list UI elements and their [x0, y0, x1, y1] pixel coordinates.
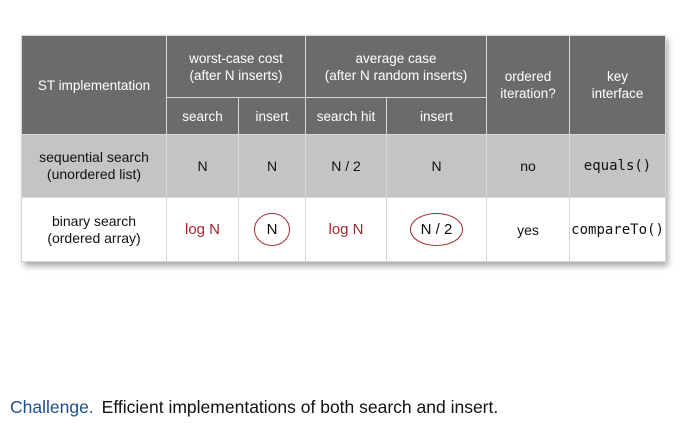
- cell-key-interface: compareTo(): [569, 197, 667, 262]
- header-average-case: average case (after N random inserts): [304, 35, 488, 98]
- row-label-line1: binary search: [51, 212, 137, 229]
- row-label-line2: (ordered array): [47, 229, 141, 246]
- header-worst-case: worst-case cost (after N inserts): [166, 35, 306, 98]
- cell-worst-insert: N: [238, 134, 306, 198]
- comparison-table-container: ST implementation worst-case cost (after…: [21, 35, 667, 262]
- header-key-line2: interface: [591, 86, 644, 101]
- cell-ordered-iteration: no: [486, 134, 571, 198]
- table-row: sequential search (unordered list) N N N…: [21, 134, 667, 198]
- cell-worst-search: log N: [166, 197, 239, 262]
- cell-avg-search-hit-value: log N: [328, 221, 364, 238]
- header-ordered-line2: iteration?: [500, 86, 556, 101]
- row-label-line2: (unordered list): [46, 166, 142, 182]
- circled-avg-insert-value: N / 2: [409, 213, 464, 246]
- header-st-implementation: ST implementation: [21, 35, 167, 135]
- header-key-line1: key: [607, 69, 629, 84]
- header-ordered-line1: ordered: [504, 69, 552, 84]
- cell-avg-search-hit: log N: [305, 197, 387, 262]
- header-average-line1: average case: [355, 50, 437, 66]
- subheader-avg-insert: insert: [385, 97, 488, 135]
- header-row: ST implementation worst-case cost (after…: [21, 35, 667, 135]
- cell-worst-search-value: log N: [184, 221, 221, 238]
- challenge-keyword: Challenge.: [10, 397, 94, 417]
- table-row: binary search (ordered array) log N N lo…: [21, 197, 667, 262]
- symbol-table-comparison: ST implementation worst-case cost (after…: [21, 35, 667, 262]
- header-st-implementation-text: ST implementation: [37, 77, 151, 93]
- circled-worst-insert-value: N: [253, 213, 291, 246]
- header-key-interface: key interface: [569, 35, 667, 135]
- row-label-line1: sequential search: [39, 149, 149, 165]
- header-ordered-iteration: ordered iteration?: [486, 35, 571, 135]
- cell-avg-insert: N / 2: [385, 197, 488, 262]
- challenge-statement: Challenge. Efficient implementations of b…: [10, 397, 498, 418]
- row-label-sequential-search: sequential search (unordered list): [21, 134, 167, 198]
- challenge-text: Efficient implementations of both search…: [101, 397, 499, 417]
- cell-worst-insert: N: [238, 197, 306, 262]
- subheader-worst-insert: insert: [238, 97, 306, 135]
- subheader-avg-search-hit: search hit: [305, 97, 387, 135]
- cell-avg-insert: N: [385, 134, 488, 198]
- row-label-binary-search: binary search (ordered array): [21, 197, 167, 262]
- cell-ordered-iteration: yes: [486, 197, 571, 262]
- cell-key-interface: equals(): [569, 134, 667, 198]
- cell-avg-search-hit: N / 2: [305, 134, 387, 198]
- cell-worst-search: N: [166, 134, 239, 198]
- header-worst-case-line2: (after N inserts): [189, 67, 283, 83]
- header-worst-case-line1: worst-case cost: [189, 50, 283, 66]
- subheader-worst-search: search: [166, 97, 239, 135]
- subheader-row: search insert search hit insert: [22, 97, 666, 135]
- header-average-line2: (after N random inserts): [324, 67, 468, 83]
